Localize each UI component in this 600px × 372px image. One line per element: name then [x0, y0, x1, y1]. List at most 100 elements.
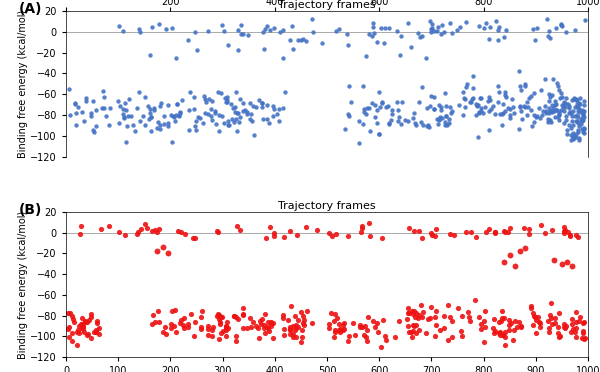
Point — [554, 111, 563, 117]
Point — [404, 310, 414, 315]
Point — [330, 327, 340, 333]
Point — [390, 334, 400, 340]
Point — [203, 323, 212, 328]
Point — [541, 110, 551, 116]
Point — [491, 19, 501, 25]
Point — [515, 83, 525, 89]
Point — [180, 231, 190, 237]
Point — [135, 29, 145, 35]
Point — [542, 16, 552, 22]
Point — [343, 31, 352, 37]
Point — [562, 127, 571, 133]
Point — [427, 93, 436, 99]
Point — [359, 332, 369, 338]
Point — [520, 103, 529, 109]
Point — [159, 121, 169, 127]
Point — [145, 52, 154, 58]
Point — [121, 139, 131, 145]
Point — [556, 22, 566, 28]
Point — [505, 252, 515, 258]
Point — [275, 29, 285, 35]
Point — [547, 119, 556, 125]
Point — [262, 102, 272, 108]
Point — [495, 112, 505, 118]
Point — [411, 322, 421, 328]
Point — [572, 101, 582, 107]
Point — [400, 117, 409, 123]
Point — [266, 323, 275, 329]
Point — [324, 231, 334, 237]
Point — [146, 128, 156, 134]
Point — [257, 316, 266, 322]
Point — [214, 229, 223, 235]
Point — [549, 257, 559, 263]
Point — [578, 111, 588, 117]
Point — [514, 126, 524, 132]
Point — [580, 102, 589, 108]
Point — [578, 117, 588, 123]
Point — [445, 121, 454, 126]
Point — [406, 328, 416, 334]
Point — [524, 95, 534, 101]
Point — [121, 232, 130, 238]
Point — [571, 118, 581, 124]
Point — [559, 230, 569, 236]
Text: 400: 400 — [266, 0, 284, 7]
Point — [560, 120, 569, 126]
Point — [547, 300, 556, 306]
Point — [547, 92, 557, 98]
Point — [500, 315, 509, 321]
Point — [186, 311, 196, 317]
Point — [344, 113, 353, 119]
Point — [374, 89, 384, 95]
Point — [148, 312, 158, 318]
Point — [298, 334, 307, 340]
Point — [266, 320, 276, 326]
Point — [424, 122, 433, 128]
Point — [433, 24, 443, 30]
Point — [505, 112, 514, 118]
Point — [493, 83, 503, 89]
Point — [575, 109, 585, 115]
Point — [461, 229, 471, 235]
Point — [185, 89, 194, 94]
Point — [534, 320, 544, 326]
Point — [299, 36, 308, 42]
Point — [224, 122, 234, 128]
Point — [368, 20, 377, 26]
Point — [245, 116, 255, 122]
Point — [553, 83, 563, 89]
Point — [174, 112, 184, 118]
Point — [115, 23, 124, 29]
Point — [368, 24, 378, 30]
Point — [403, 324, 413, 330]
Point — [80, 318, 90, 324]
Point — [497, 308, 507, 314]
Point — [543, 33, 553, 39]
Point — [105, 105, 115, 111]
Point — [221, 323, 231, 329]
Point — [248, 103, 257, 109]
Point — [293, 317, 302, 323]
Point — [151, 227, 160, 233]
Point — [290, 313, 300, 319]
Point — [191, 123, 200, 129]
Point — [269, 106, 279, 112]
Point — [78, 323, 88, 328]
Point — [530, 119, 539, 125]
Point — [568, 130, 577, 136]
Point — [484, 36, 493, 42]
Point — [572, 118, 581, 124]
Point — [543, 318, 553, 324]
Point — [285, 326, 295, 332]
Point — [317, 40, 326, 46]
Point — [229, 313, 239, 319]
Point — [122, 123, 131, 129]
Point — [133, 231, 142, 237]
Point — [221, 324, 230, 330]
Point — [569, 133, 579, 139]
Point — [330, 311, 340, 317]
Point — [563, 101, 572, 107]
Point — [86, 110, 96, 116]
Point — [434, 121, 443, 127]
